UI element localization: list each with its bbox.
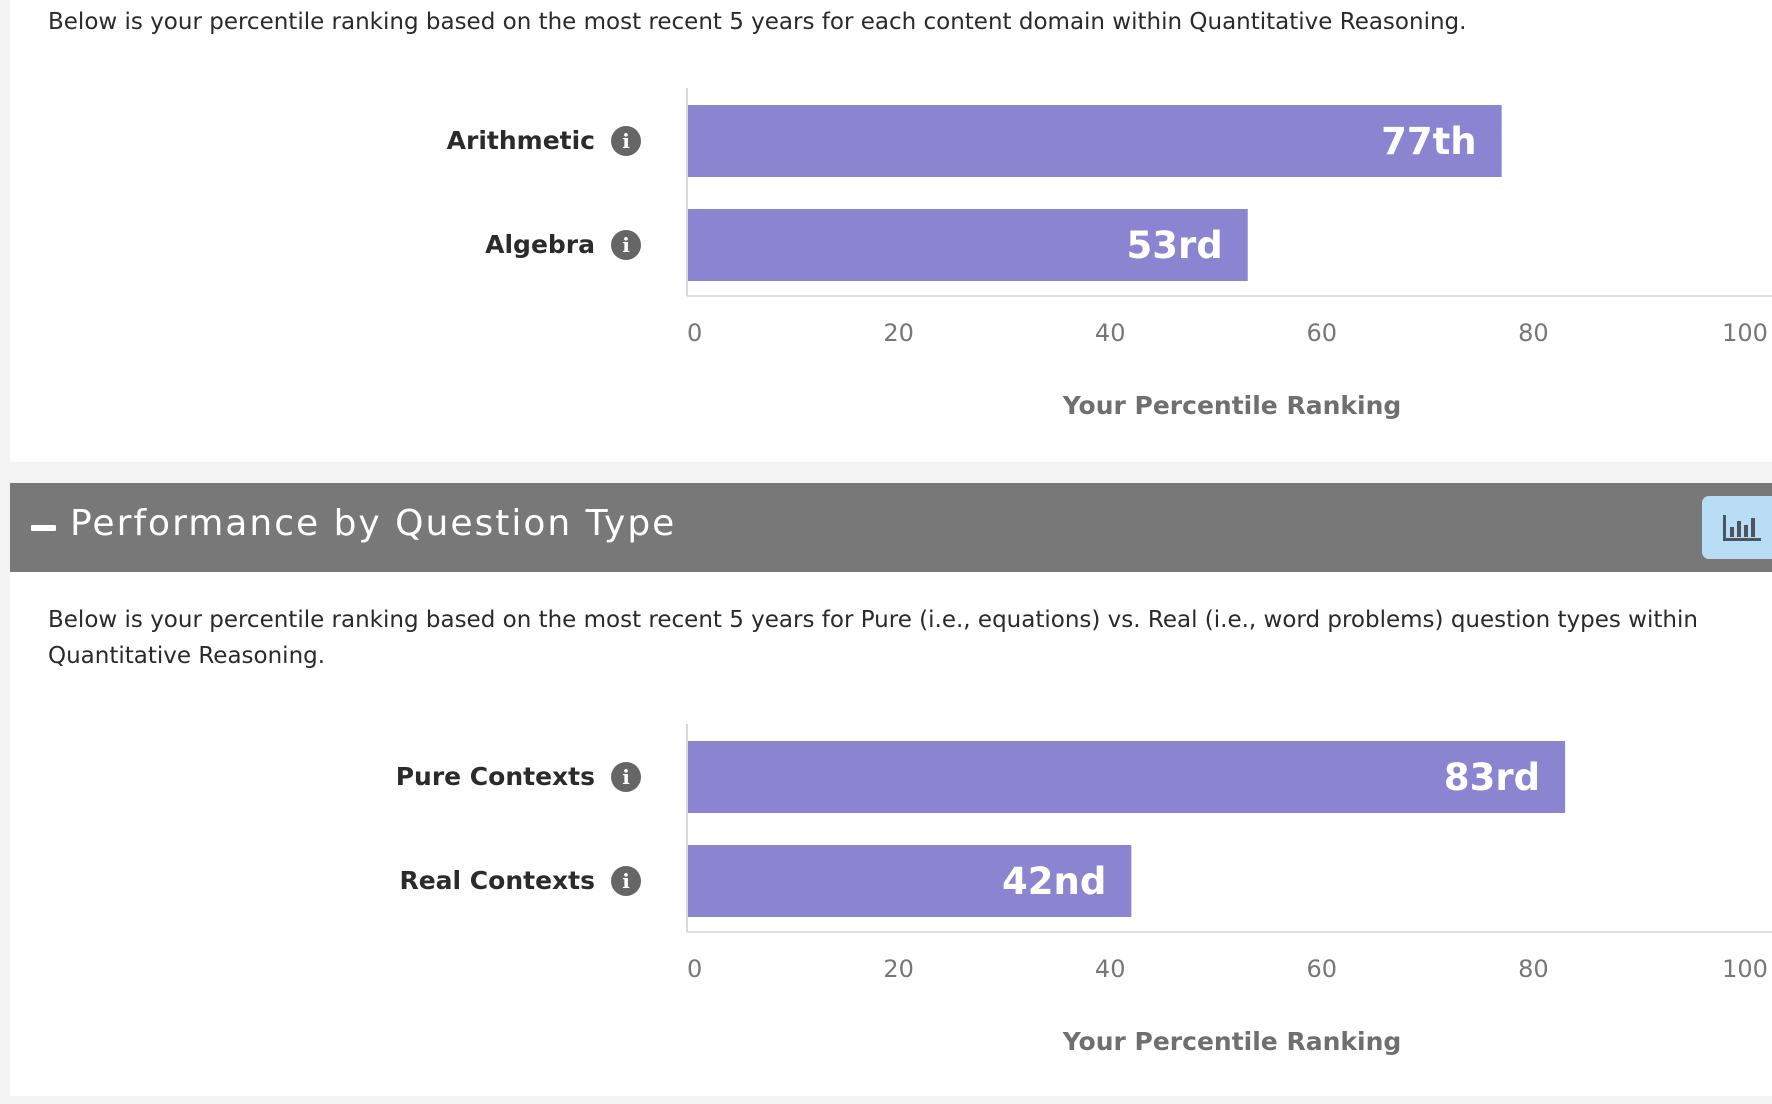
bar-pure-contexts [688,741,1566,813]
category-label: Arithmetic [446,126,595,155]
bar-data-label: 83rd [1444,756,1540,799]
minus-icon[interactable] [31,525,56,531]
info-icon[interactable]: i [611,762,641,792]
bar-chart-icon [1723,515,1761,541]
category-label: Real Contexts [399,866,595,895]
x-tick-label: 60 [1307,955,1338,983]
x-tick-label: 100 [1722,319,1768,347]
x-axis-title: Your Percentile Ranking [1062,391,1402,420]
category-label: Algebra [485,230,595,259]
question-type-chart: 83rd 42nd 0 20 40 60 80 100 Your Percentile Rank… [0,724,1772,1084]
chart-plot: 77th 53rd 0 20 40 60 80 100 Your Percentile Rank… [686,88,1772,420]
bar-arithmetic [688,105,1502,177]
info-icon[interactable]: i [611,866,641,896]
x-tick-label: 20 [883,319,914,347]
question-type-header: Performance by Question Type [10,483,1772,572]
section-title: Performance by Question Type [70,503,677,544]
bar-real-contexts [688,845,1132,917]
info-icon[interactable]: i [611,126,641,156]
x-tick-label: 60 [1307,319,1338,347]
x-axis-title: Your Percentile Ranking [1062,1027,1402,1056]
x-tick-label: 40 [1095,955,1126,983]
category-label: Pure Contexts [395,762,595,791]
x-tick-label: 100 [1722,955,1768,983]
x-tick-label: 20 [883,955,914,983]
bar-data-label: 53rd [1127,224,1223,267]
x-tick-label: 0 [687,955,702,983]
content-domain-chart: 77th 53rd 0 20 40 60 80 100 Your Percentile Rank… [0,88,1772,448]
info-icon[interactable]: i [611,230,641,260]
content-domain-description: Below is your percentile ranking based o… [48,9,1467,35]
chart-view-button[interactable] [1702,496,1772,559]
bar-data-label: 42nd [1002,860,1106,903]
bar-data-label: 77th [1381,120,1477,163]
question-type-panel [10,572,1772,1096]
x-tick-label: 80 [1518,955,1549,983]
chart-plot: 83rd 42nd 0 20 40 60 80 100 Your Percentile Rank… [686,724,1772,1056]
x-tick-label: 40 [1095,319,1126,347]
bar-algebra [688,209,1248,281]
question-type-description: Below is your percentile ranking based o… [48,607,1698,669]
x-tick-label: 0 [687,319,702,347]
x-tick-label: 80 [1518,319,1549,347]
